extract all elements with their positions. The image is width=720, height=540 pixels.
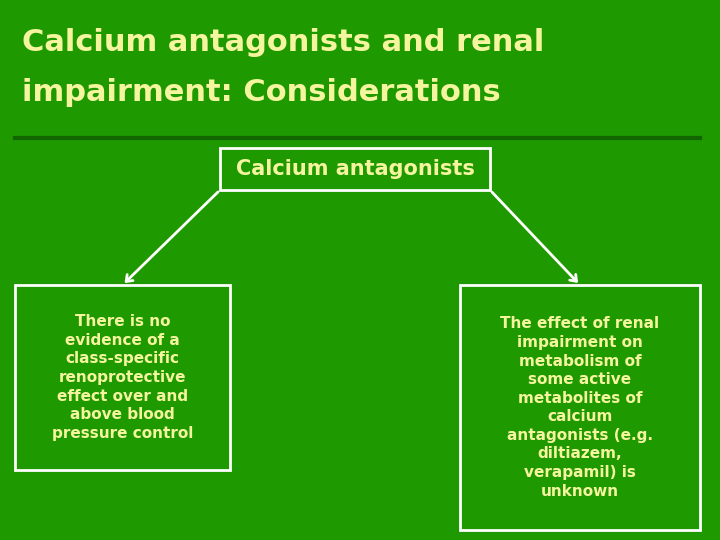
FancyBboxPatch shape [460, 285, 700, 530]
Text: The effect of renal
impairment on
metabolism of
some active
metabolites of
calci: The effect of renal impairment on metabo… [500, 316, 660, 499]
FancyBboxPatch shape [220, 148, 490, 190]
Text: Calcium antagonists: Calcium antagonists [235, 159, 474, 179]
Text: There is no
evidence of a
class-specific
renoprotective
effect over and
above bl: There is no evidence of a class-specific… [52, 314, 193, 441]
Text: Calcium antagonists and renal: Calcium antagonists and renal [22, 28, 544, 57]
Text: impairment: Considerations: impairment: Considerations [22, 78, 500, 107]
FancyBboxPatch shape [15, 285, 230, 470]
